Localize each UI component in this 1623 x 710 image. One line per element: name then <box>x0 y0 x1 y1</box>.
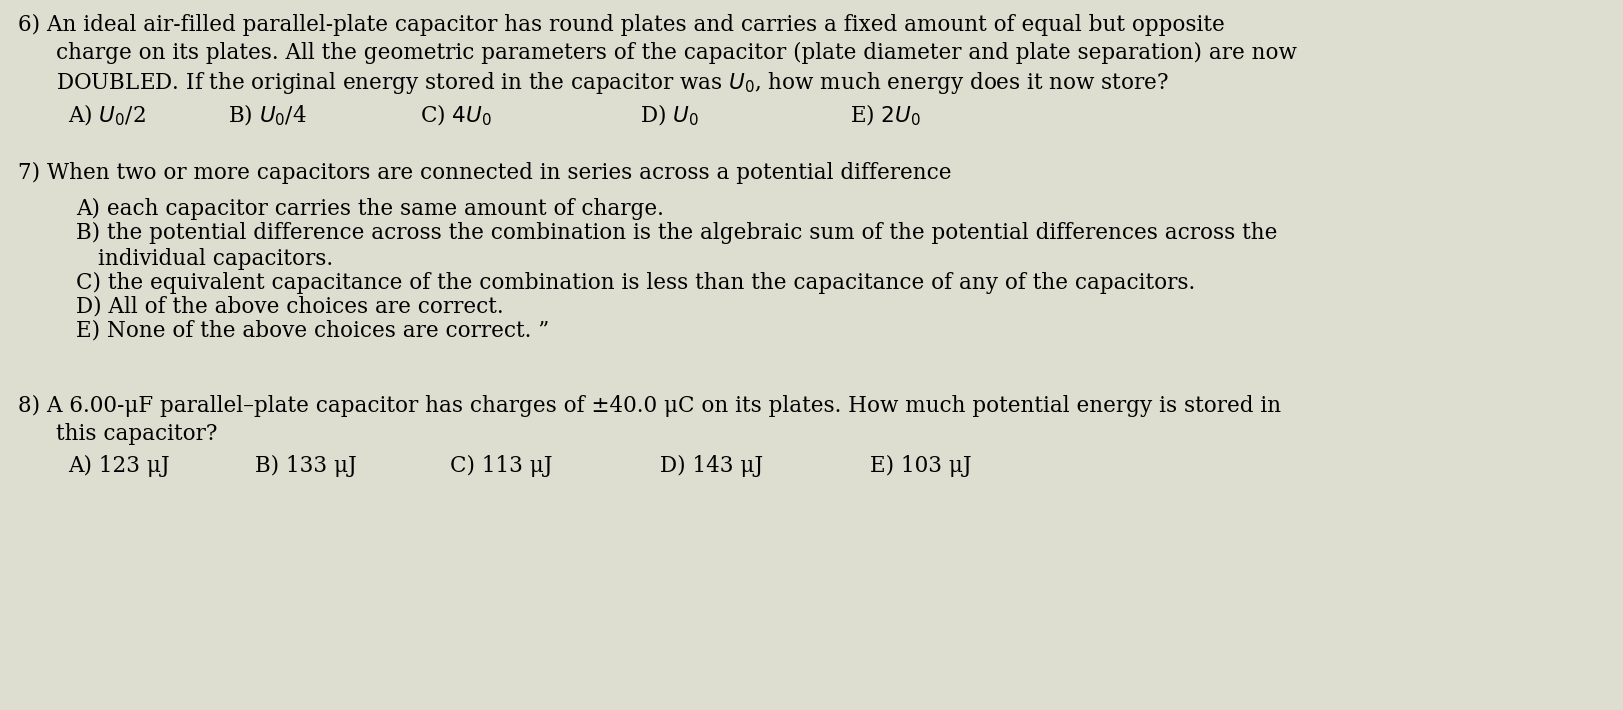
Text: D) $U_0$: D) $U_0$ <box>639 103 698 129</box>
Text: D) 143 μJ: D) 143 μJ <box>659 455 763 477</box>
Text: D) All of the above choices are correct.: D) All of the above choices are correct. <box>76 296 503 318</box>
Text: A) 123 μJ: A) 123 μJ <box>68 455 169 477</box>
Text: 7) When two or more capacitors are connected in series across a potential differ: 7) When two or more capacitors are conne… <box>18 162 951 184</box>
Text: B) 133 μJ: B) 133 μJ <box>255 455 357 477</box>
Text: A) $U_0$/2: A) $U_0$/2 <box>68 103 146 129</box>
Text: C) the equivalent capacitance of the combination is less than the capacitance of: C) the equivalent capacitance of the com… <box>76 272 1195 294</box>
Text: C) 113 μJ: C) 113 μJ <box>450 455 552 477</box>
Text: C) $4U_0$: C) $4U_0$ <box>420 103 492 129</box>
Text: A) each capacitor carries the same amount of charge.: A) each capacitor carries the same amoun… <box>76 198 664 220</box>
Text: E) $2U_0$: E) $2U_0$ <box>849 103 920 129</box>
Text: B) the potential difference across the combination is the algebraic sum of the p: B) the potential difference across the c… <box>76 222 1277 244</box>
Text: DOUBLED. If the original energy stored in the capacitor was $U_0$, how much ener: DOUBLED. If the original energy stored i… <box>55 70 1169 96</box>
Text: 6) An ideal air-filled parallel-plate capacitor has round plates and carries a f: 6) An ideal air-filled parallel-plate ca… <box>18 14 1224 36</box>
Text: charge on its plates. All the geometric parameters of the capacitor (plate diame: charge on its plates. All the geometric … <box>55 42 1297 64</box>
Text: individual capacitors.: individual capacitors. <box>97 248 333 270</box>
Text: this capacitor?: this capacitor? <box>55 423 217 445</box>
Text: B) $U_0$/4: B) $U_0$/4 <box>227 103 307 129</box>
Text: 8) A 6.00-μF parallel–plate capacitor has charges of ±40.0 μC on its plates. How: 8) A 6.00-μF parallel–plate capacitor ha… <box>18 395 1281 417</box>
Text: E) None of the above choices are correct. ”: E) None of the above choices are correct… <box>76 320 549 342</box>
Text: E) 103 μJ: E) 103 μJ <box>870 455 971 477</box>
